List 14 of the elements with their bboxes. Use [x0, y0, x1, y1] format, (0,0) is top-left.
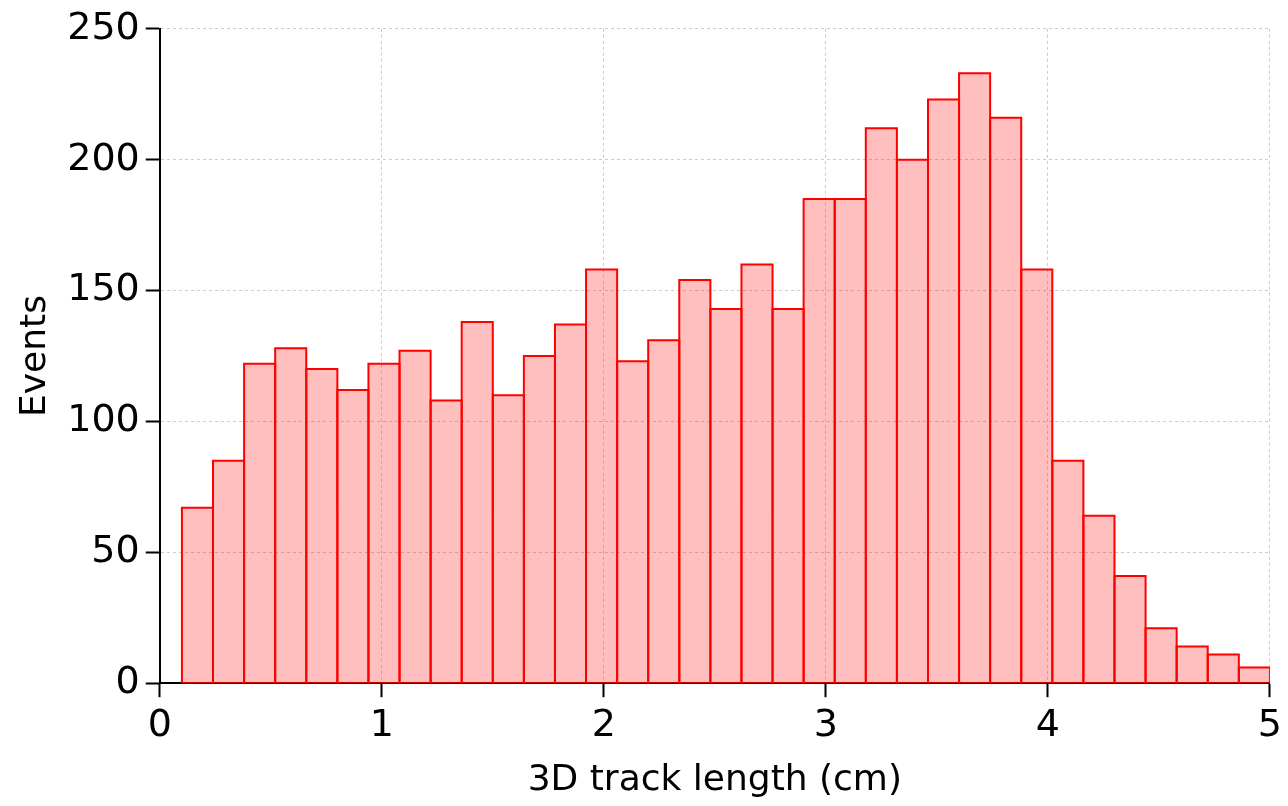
x-axis-title: 3D track length (cm)	[527, 756, 902, 798]
y-tick-label: 150	[67, 265, 140, 310]
y-tick-label: 200	[67, 134, 140, 179]
y-tick-label: 50	[91, 527, 140, 572]
x-tick-label: 2	[591, 700, 616, 745]
x-tick-label: 1	[369, 700, 394, 745]
y-tick-label: 0	[115, 658, 140, 703]
x-tick-label: 3	[813, 700, 838, 745]
x-tick-label: 0	[147, 700, 172, 745]
y-axis-title: Events	[11, 295, 53, 417]
y-tick-label: 250	[67, 3, 140, 48]
y-tick-label: 100	[67, 396, 140, 441]
x-tick-label: 5	[1257, 700, 1283, 745]
x-tick-label: 4	[1035, 700, 1060, 745]
